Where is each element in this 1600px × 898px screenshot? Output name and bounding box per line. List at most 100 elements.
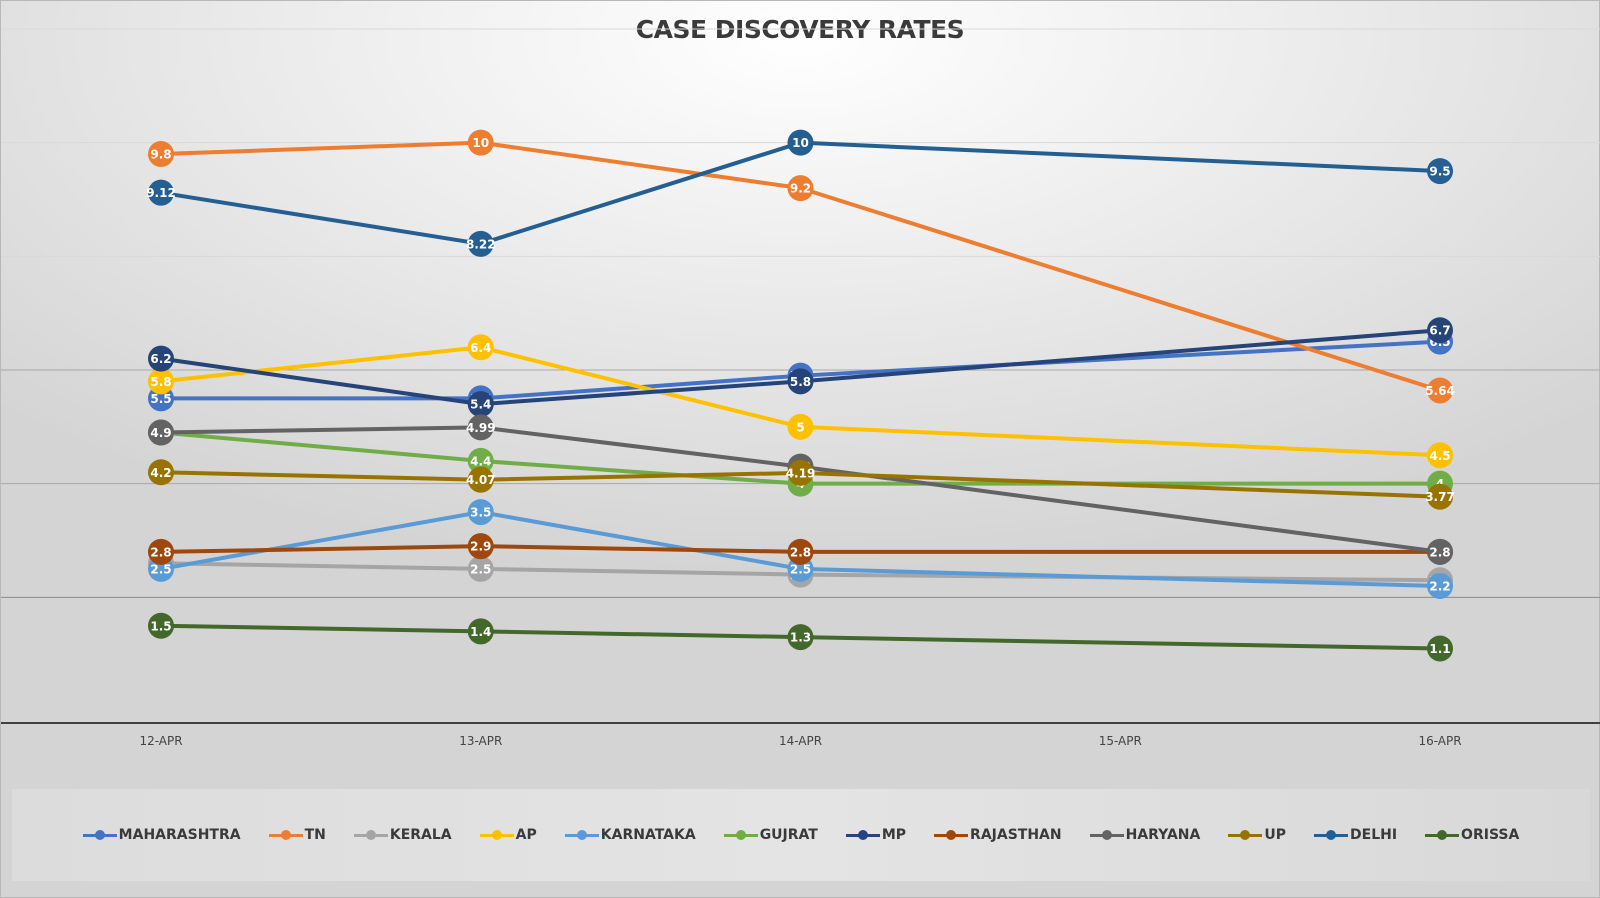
legend-line-marker-icon <box>845 829 880 841</box>
marker <box>787 459 814 486</box>
legend-label: MAHARASHTRA <box>118 827 241 843</box>
data-point-delhi: 8.22 <box>466 230 496 257</box>
marker <box>467 555 494 582</box>
legend-label: AP <box>515 827 537 843</box>
marker <box>1427 483 1453 510</box>
legend-item-ap: AP <box>479 827 537 843</box>
data-label: 2.8 <box>1429 545 1450 559</box>
data-point-mp: 6.7 <box>1427 317 1453 344</box>
marker <box>1427 635 1453 662</box>
marker <box>787 624 814 651</box>
data-point-ap: 5 <box>787 413 814 440</box>
legend-line-marker-icon <box>268 829 303 841</box>
data-label: 3.5 <box>470 506 491 520</box>
data-label: 4.19 <box>786 466 816 480</box>
x-tick-label: 14-APR <box>779 734 822 748</box>
data-label: 5.8 <box>150 375 171 389</box>
data-point-gujrat: 4.4 <box>467 447 494 474</box>
legend-line-marker-icon <box>564 829 599 841</box>
data-label: 4.2 <box>150 466 171 480</box>
data-label: 5 <box>796 420 804 434</box>
data-label: 4.5 <box>1429 449 1450 463</box>
data-label: 2.8 <box>150 545 171 559</box>
data-point-up: 4.07 <box>466 466 496 493</box>
marker <box>1427 317 1453 344</box>
legend-label: TN <box>304 827 326 843</box>
marker <box>148 538 174 565</box>
marker <box>148 141 174 168</box>
series-line-ap <box>159 345 1442 458</box>
data-point-tn: 10 <box>467 129 494 156</box>
data-label: 1.4 <box>470 625 491 639</box>
series-line-haryana <box>159 425 1442 554</box>
marker <box>467 129 494 156</box>
x-tick-label: 15-APR <box>1099 734 1142 748</box>
data-label: 10 <box>792 136 809 150</box>
legend-item-gujrat: GUJRAT <box>723 827 818 843</box>
data-point-karnataka: 3.5 <box>467 499 494 526</box>
marker <box>1427 158 1453 185</box>
legend-item-tn: TN <box>268 827 326 843</box>
legend-label: DELHI <box>1350 827 1398 843</box>
data-point-orissa: 1.4 <box>467 618 494 645</box>
data-label: 5.4 <box>470 398 491 412</box>
data-label: 5.8 <box>790 375 811 389</box>
legend-label: HARYANA <box>1125 827 1201 843</box>
data-label: 2.5 <box>150 562 171 576</box>
data-point-orissa: 1.3 <box>787 624 814 651</box>
gridlines <box>1 28 1600 598</box>
marker <box>467 334 494 361</box>
data-label: 9.2 <box>790 182 811 196</box>
legend-label: RAJASTHAN <box>970 827 1062 843</box>
series-line-orissa <box>159 623 1442 651</box>
marker <box>1427 572 1453 599</box>
legend-item-delhi: DELHI <box>1314 827 1397 843</box>
legend-line-marker-icon <box>934 829 969 841</box>
legend-label: UP <box>1264 827 1287 843</box>
data-point-up: 4.2 <box>148 459 174 486</box>
legend-label: MP <box>881 827 907 843</box>
marker <box>787 413 814 440</box>
series-line-mp <box>159 328 1442 407</box>
data-label: 1.5 <box>150 619 171 633</box>
series-lines <box>159 140 1442 651</box>
data-label: 10 <box>472 136 489 150</box>
marker <box>467 447 494 474</box>
legend-label: ORISSA <box>1461 827 1520 843</box>
marker <box>787 368 814 395</box>
data-label: 4.4 <box>470 454 491 468</box>
data-point-delhi: 10 <box>787 129 814 156</box>
data-point-mp: 5.8 <box>787 368 814 395</box>
marker <box>1427 538 1453 565</box>
legend-item-up: UP <box>1228 827 1286 843</box>
data-label: 2.9 <box>470 540 491 554</box>
legend: MAHARASHTRA TN KERALA AP KARNATAKA GUJRAT MP RA… <box>12 789 1590 881</box>
series-line-karnataka <box>159 510 1442 588</box>
legend-item-mp: MP <box>845 827 907 843</box>
data-label: 1.3 <box>790 631 811 645</box>
legend-line-marker-icon <box>82 829 117 841</box>
marker <box>787 538 814 565</box>
data-point-delhi: 9.5 <box>1427 158 1453 185</box>
legend-line-marker-icon <box>1314 829 1349 841</box>
marker <box>1427 377 1453 404</box>
data-label: 2.5 <box>790 562 811 576</box>
marker <box>467 533 494 560</box>
data-point-ap: 6.4 <box>467 334 494 361</box>
x-tick-label: 12-APR <box>139 734 182 748</box>
legend-item-haryana: HARYANA <box>1089 827 1201 843</box>
legend-line-marker-icon <box>1089 829 1124 841</box>
x-tick-label: 13-APR <box>459 734 502 748</box>
marker <box>148 179 174 206</box>
data-point-haryana: 4.9 <box>148 419 174 446</box>
series-line-up <box>159 470 1442 499</box>
marker <box>467 391 494 418</box>
data-label: 4.9 <box>150 426 171 440</box>
marker <box>148 345 174 372</box>
data-point-rajasthan: 2.8 <box>787 538 814 565</box>
data-label: 4.07 <box>466 473 496 487</box>
marker <box>148 368 174 395</box>
marker <box>467 499 494 526</box>
data-point-tn: 9.8 <box>148 141 174 168</box>
